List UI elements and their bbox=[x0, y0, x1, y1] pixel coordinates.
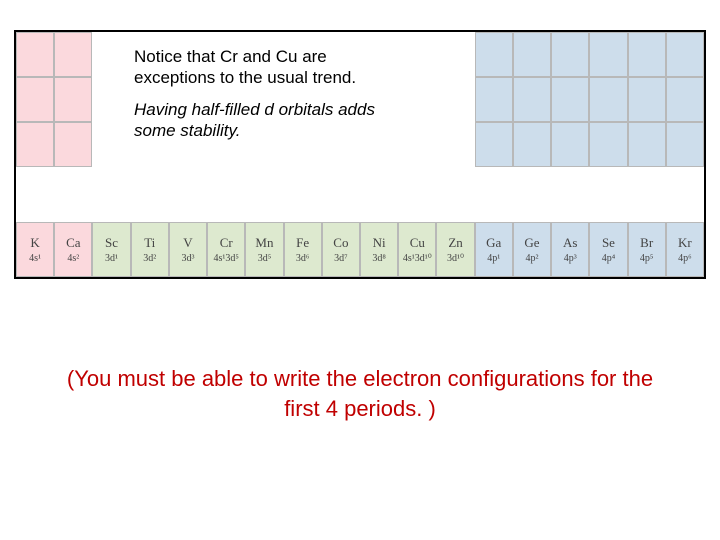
empty-cell bbox=[92, 32, 130, 77]
empty-cell bbox=[475, 32, 513, 77]
empty-cell bbox=[551, 77, 589, 122]
element-cell-cu: Cu 4s¹3d¹⁰ bbox=[398, 222, 436, 277]
empty-cell bbox=[54, 122, 92, 167]
empty-cell bbox=[513, 122, 551, 167]
element-config: 4p² bbox=[525, 253, 538, 264]
element-config: 3d³ bbox=[181, 253, 194, 264]
element-config: 4s¹3d⁵ bbox=[214, 253, 239, 264]
empty-cell bbox=[589, 77, 627, 122]
element-cell-ge: Ge 4p² bbox=[513, 222, 551, 277]
element-cell-as: As 4p³ bbox=[551, 222, 589, 277]
element-symbol: Ca bbox=[66, 235, 80, 251]
empty-cell bbox=[628, 122, 666, 167]
periodic-table-fragment: Notice that Cr and Cu are exceptions to … bbox=[14, 30, 706, 279]
element-config: 4s¹ bbox=[29, 253, 41, 264]
empty-cell bbox=[436, 122, 474, 167]
element-config: 4s¹3d¹⁰ bbox=[403, 253, 432, 264]
element-symbol: Ga bbox=[486, 235, 501, 251]
empty-cell bbox=[475, 122, 513, 167]
element-cell-fe: Fe 3d⁶ bbox=[284, 222, 322, 277]
empty-cell bbox=[54, 32, 92, 77]
element-symbol: Co bbox=[333, 235, 348, 251]
empty-cell bbox=[16, 32, 54, 77]
element-symbol: Se bbox=[602, 235, 615, 251]
element-symbol: Mn bbox=[255, 235, 273, 251]
element-config: 4p⁶ bbox=[678, 253, 692, 264]
element-config: 3d⁵ bbox=[258, 253, 272, 264]
element-symbol: Cu bbox=[410, 235, 425, 251]
empty-cell bbox=[436, 32, 474, 77]
element-cell-ga: Ga 4p¹ bbox=[475, 222, 513, 277]
empty-cell bbox=[551, 32, 589, 77]
empty-cell bbox=[92, 122, 130, 167]
empty-cell bbox=[666, 122, 704, 167]
empty-cell bbox=[628, 32, 666, 77]
element-config: 3d¹⁰ bbox=[447, 253, 464, 264]
element-symbol: Ti bbox=[144, 235, 155, 251]
element-config: 3d⁸ bbox=[372, 253, 386, 264]
element-symbol: Fe bbox=[296, 235, 309, 251]
empty-cell bbox=[666, 77, 704, 122]
empty-cell bbox=[436, 77, 474, 122]
empty-cell bbox=[398, 77, 436, 122]
element-cell-v: V 3d³ bbox=[169, 222, 207, 277]
empty-cell bbox=[92, 77, 130, 122]
element-cell-mn: Mn 3d⁵ bbox=[245, 222, 283, 277]
element-symbol: Ni bbox=[373, 235, 386, 251]
element-cell-br: Br 4p⁵ bbox=[628, 222, 666, 277]
element-config: 3d¹ bbox=[105, 253, 118, 264]
element-cell-ti: Ti 3d² bbox=[131, 222, 169, 277]
callout-line1: Notice that Cr and Cu are exceptions to … bbox=[134, 46, 393, 89]
element-cell-co: Co 3d⁷ bbox=[322, 222, 360, 277]
element-cell-k: K 4s¹ bbox=[16, 222, 54, 277]
empty-cell bbox=[666, 32, 704, 77]
element-symbol: Ge bbox=[524, 235, 539, 251]
element-symbol: As bbox=[563, 235, 577, 251]
element-config: 3d⁶ bbox=[296, 253, 310, 264]
footer-note: (You must be able to write the electron … bbox=[14, 364, 706, 423]
element-symbol: Cr bbox=[220, 235, 233, 251]
element-cell-ca: Ca 4s² bbox=[54, 222, 92, 277]
empty-cell bbox=[551, 122, 589, 167]
callout-line2: Having half-filled d orbitals adds some … bbox=[134, 99, 393, 142]
empty-cell bbox=[513, 32, 551, 77]
element-config: 3d² bbox=[143, 253, 156, 264]
empty-cell bbox=[398, 32, 436, 77]
element-cell-ni: Ni 3d⁸ bbox=[360, 222, 398, 277]
element-cell-kr: Kr 4p⁶ bbox=[666, 222, 704, 277]
empty-cell bbox=[589, 122, 627, 167]
empty-cell bbox=[16, 122, 54, 167]
element-config: 4p¹ bbox=[487, 253, 500, 264]
element-config: 4p³ bbox=[564, 253, 577, 264]
element-cell-sc: Sc 3d¹ bbox=[92, 222, 130, 277]
empty-cell bbox=[513, 77, 551, 122]
element-symbol: Zn bbox=[448, 235, 462, 251]
empty-cell bbox=[16, 77, 54, 122]
empty-cell bbox=[628, 77, 666, 122]
element-symbol: Kr bbox=[678, 235, 692, 251]
element-config: 3d⁷ bbox=[334, 253, 348, 264]
element-config: 4s² bbox=[67, 253, 79, 264]
element-symbol: K bbox=[30, 235, 39, 251]
bottom-row: K 4s¹ Ca 4s² Sc 3d¹ Ti 3d² V 3d³ Cr 4s¹3d⁵ Mn 3d⁵ Fe 3d… bbox=[16, 222, 704, 277]
element-cell-zn: Zn 3d¹⁰ bbox=[436, 222, 474, 277]
callout-box: Notice that Cr and Cu are exceptions to … bbox=[126, 40, 401, 147]
element-cell-se: Se 4p⁴ bbox=[589, 222, 627, 277]
element-symbol: V bbox=[183, 235, 192, 251]
empty-cell bbox=[475, 77, 513, 122]
element-symbol: Br bbox=[640, 235, 653, 251]
element-config: 4p⁵ bbox=[640, 253, 654, 264]
element-cell-cr: Cr 4s¹3d⁵ bbox=[207, 222, 245, 277]
empty-cell bbox=[54, 77, 92, 122]
element-symbol: Sc bbox=[105, 235, 118, 251]
element-config: 4p⁴ bbox=[602, 253, 616, 264]
empty-cell bbox=[589, 32, 627, 77]
empty-cell bbox=[398, 122, 436, 167]
